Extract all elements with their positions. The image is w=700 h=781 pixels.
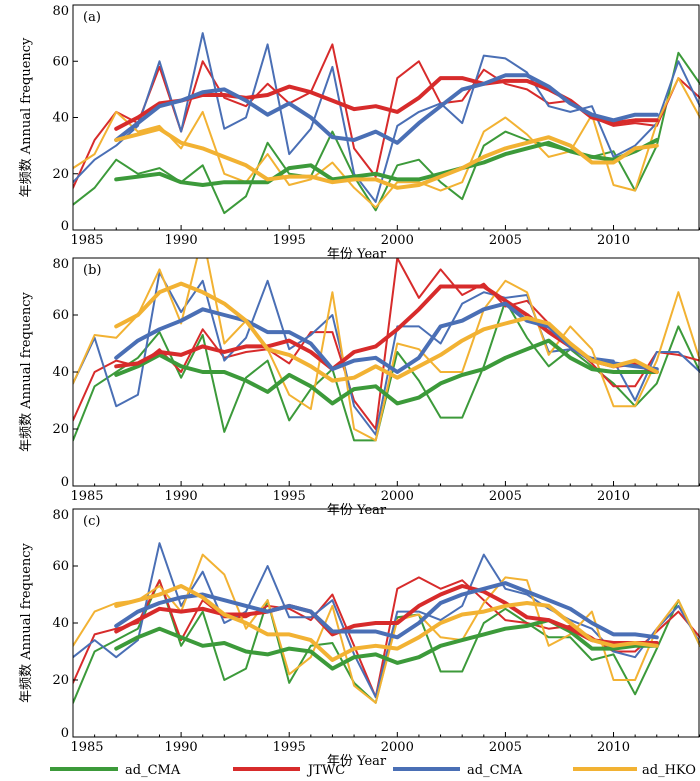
series-ad-cma-smoothed-line — [114, 581, 659, 640]
x-tick-label: 2000 — [381, 489, 414, 504]
y-tick-label: 80 — [52, 4, 69, 19]
panel-c — [72, 508, 700, 738]
y-tick-label: 80 — [52, 257, 69, 272]
y-tick-label: 40 — [52, 616, 69, 631]
panel-b — [72, 257, 700, 487]
series-ad-hko-annual-line — [73, 258, 700, 442]
x-tick-label: 1990 — [165, 489, 198, 504]
y-tick-label: 20 — [52, 422, 69, 437]
legend-label: ad_CMA — [467, 763, 523, 778]
y-tick-label: 60 — [52, 308, 69, 323]
x-tick-label: 1995 — [273, 740, 306, 755]
series-jtwc-annual-line — [73, 258, 700, 430]
series-ad-cma-smoothed-line — [114, 73, 659, 145]
series-ad-hko-smoothed-line — [114, 281, 659, 383]
series-jtwc-smoothed-line — [114, 584, 659, 645]
y-axis-title: 年频数 Annual frequency — [19, 291, 34, 451]
series-group — [73, 258, 700, 442]
y-tick-label: 60 — [52, 559, 69, 574]
y-tick-label: 0 — [61, 726, 69, 741]
series-ad-cma-smoothed-line — [114, 138, 659, 187]
series-ad-hko-smoothed-line — [114, 584, 659, 662]
series-group — [73, 542, 700, 704]
y-tick-label: 40 — [52, 365, 69, 380]
x-tick-label: 1990 — [165, 233, 198, 248]
series-group — [73, 32, 700, 215]
series-ad-cma-smoothed-line — [114, 618, 659, 671]
y-tick-label: 20 — [52, 167, 69, 182]
x-tick-label: 1990 — [165, 740, 198, 755]
series-ad-cma-annual-line — [73, 542, 700, 699]
x-tick-label: 1985 — [70, 740, 103, 755]
x-tick-label: 1995 — [273, 233, 306, 248]
x-tick-label: 2010 — [597, 233, 630, 248]
x-tick-label: 2010 — [597, 740, 630, 755]
x-axis-title: 年份 Year — [327, 503, 387, 518]
y-tick-label: 80 — [52, 508, 69, 523]
series-ad-hko-annual-line — [73, 77, 700, 209]
x-tick-label: 2005 — [489, 740, 522, 755]
x-tick-label: 2000 — [381, 740, 414, 755]
y-tick-label: 60 — [52, 54, 69, 69]
series-ad-hko-smoothed-line — [114, 126, 659, 190]
x-tick-label: 1985 — [70, 233, 103, 248]
y-tick-label: 0 — [61, 475, 69, 490]
y-axis-title: 年频数 Annual frequency — [19, 37, 34, 197]
x-axis-title: 年份 Year — [327, 754, 387, 769]
panel-label: (a) — [83, 10, 101, 25]
series-ad-cma-smoothed-line — [114, 338, 659, 406]
y-tick-label: 0 — [61, 219, 69, 234]
panel-label: (b) — [83, 263, 101, 278]
x-tick-label: 2010 — [597, 489, 630, 504]
y-tick-label: 40 — [52, 111, 69, 126]
x-tick-label: 2005 — [489, 489, 522, 504]
legend-label: JTWC — [306, 763, 345, 778]
x-tick-label: 2005 — [489, 233, 522, 248]
panel-a — [72, 4, 700, 231]
series-ad-cma-smoothed-line — [114, 301, 659, 374]
legend-label: ad_CMA — [125, 763, 181, 778]
y-tick-label: 20 — [52, 673, 69, 688]
x-tick-label: 2000 — [381, 233, 414, 248]
x-axis-title: 年份 Year — [327, 247, 387, 262]
legend: ad_CMA JTWC ad_CMA ad_HKO — [50, 763, 696, 778]
legend-label: ad_HKO — [642, 763, 696, 778]
x-tick-label: 1995 — [273, 489, 306, 504]
x-tick-label: 1985 — [70, 489, 103, 504]
y-axis-title: 年频数 Annual frequency — [19, 542, 34, 702]
panel-label: (c) — [83, 514, 100, 529]
